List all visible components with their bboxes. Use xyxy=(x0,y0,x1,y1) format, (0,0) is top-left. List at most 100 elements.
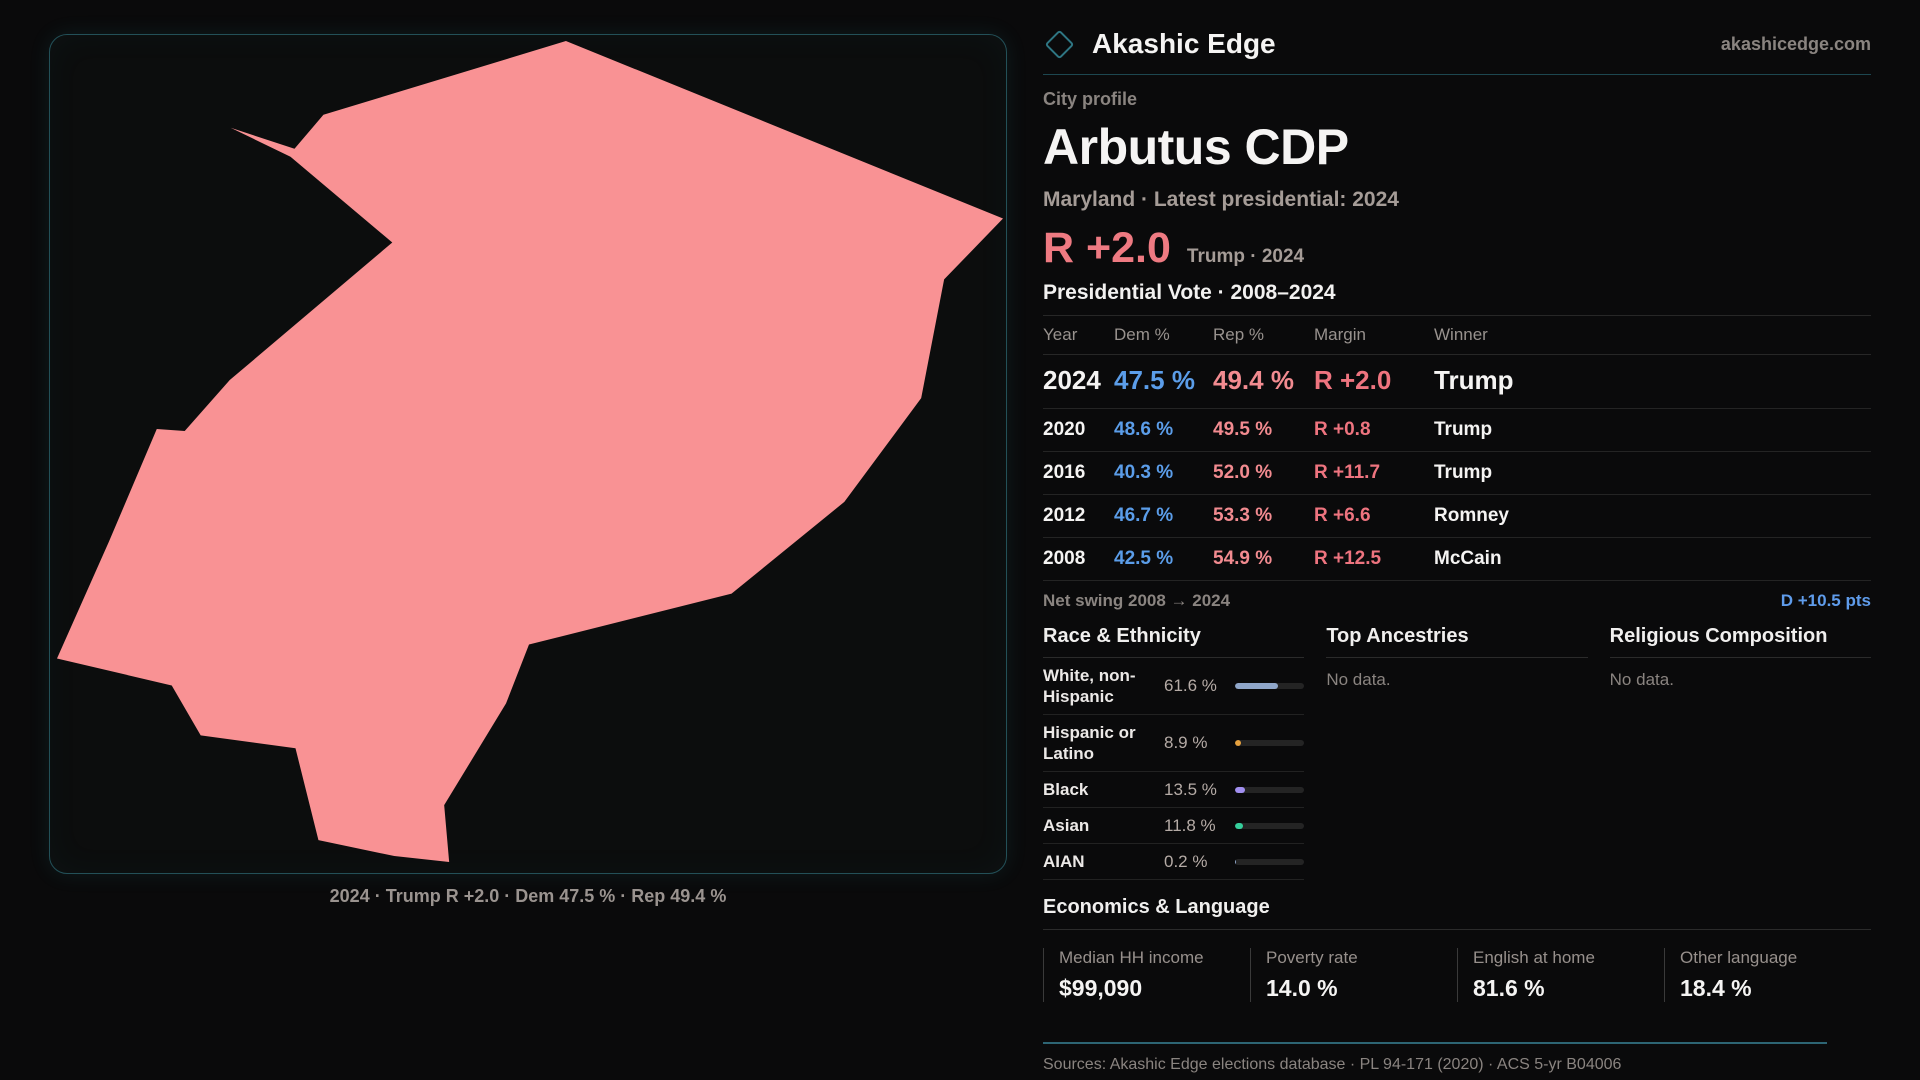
cell-dem: 42.5 % xyxy=(1114,548,1174,569)
cell-margin: R +6.6 xyxy=(1314,505,1371,526)
cell-year: 2020 xyxy=(1043,419,1086,440)
page-kicker: City profile xyxy=(1043,89,1138,109)
profile-panel: Akashic Edge akashicedge.com City profil… xyxy=(1043,0,1871,1080)
cell-margin: R +11.7 xyxy=(1314,462,1381,483)
list-item: Asian 11.8 % xyxy=(1043,808,1305,844)
table-row: 2012 46.7 % 53.3 % R +6.6 Romney xyxy=(1043,495,1871,538)
list-item: Hispanic or Latino 8.9 % xyxy=(1043,715,1305,772)
cell-dem: 47.5 % xyxy=(1114,365,1195,395)
page-title: Arbutus CDP xyxy=(1043,119,1349,175)
stat-english-at-home: English at home 81.6 % xyxy=(1457,948,1664,1002)
headline-margin-block: R +2.0 Trump · 2024 xyxy=(1043,224,1871,273)
stat-label: Poverty rate xyxy=(1266,948,1358,967)
list-item: White, non-Hispanic 61.6 % xyxy=(1043,658,1305,715)
stat-value: $99,090 xyxy=(1059,975,1143,1001)
race-value: 13.5 % xyxy=(1164,779,1217,799)
cell-year: 2024 xyxy=(1043,365,1101,395)
cell-year: 2008 xyxy=(1043,548,1086,569)
race-section-title: Race & Ethnicity xyxy=(1043,625,1305,658)
race-bar-fill xyxy=(1235,683,1278,689)
race-bar xyxy=(1235,740,1305,746)
cell-rep: 49.5 % xyxy=(1213,419,1273,440)
cell-winner: Romney xyxy=(1434,505,1509,526)
religion-section-title: Religious Composition xyxy=(1609,625,1871,658)
economics-section-title: Economics & Language xyxy=(1043,896,1871,930)
religious-composition-section: Religious Composition No data. xyxy=(1609,625,1871,880)
map-caption: 2024 · Trump R +2.0 · Dem 47.5 % · Rep 4… xyxy=(329,886,727,906)
race-label: Hispanic or Latino xyxy=(1043,723,1136,763)
col-margin: Margin xyxy=(1314,325,1366,344)
net-swing-row: Net swing 2008 → 2024 D +10.5 pts xyxy=(1043,591,1871,611)
race-value: 61.6 % xyxy=(1164,676,1217,695)
page-footer: Sources: Akashic Edge elections database… xyxy=(1043,1042,1827,1080)
col-winner: Winner xyxy=(1434,325,1488,344)
cell-rep: 53.3 % xyxy=(1213,505,1273,526)
list-item: AIAN 0.2 % xyxy=(1043,844,1305,880)
ancestries-empty-state: No data. xyxy=(1326,670,1391,689)
race-bar xyxy=(1235,786,1305,793)
col-year: Year xyxy=(1043,325,1078,344)
site-header: Akashic Edge akashicedge.com xyxy=(1043,28,1871,75)
sources-text: Sources: Akashic Edge elections database… xyxy=(1043,1056,1622,1073)
stat-poverty-rate: Poverty rate 14.0 % xyxy=(1250,948,1457,1002)
cell-rep: 54.9 % xyxy=(1213,548,1273,569)
stat-value: 81.6 % xyxy=(1473,975,1545,1001)
stat-other-language: Other language 18.4 % xyxy=(1664,948,1871,1002)
site-domain-link[interactable]: akashicedge.com xyxy=(1720,33,1871,54)
ancestries-section-title: Top Ancestries xyxy=(1326,625,1588,658)
religion-empty-state: No data. xyxy=(1609,670,1674,689)
race-bar-fill xyxy=(1235,740,1242,746)
brand-name: Akashic Edge xyxy=(1092,28,1276,59)
vote-table-title: Presidential Vote · 2008–2024 xyxy=(1043,281,1871,316)
cell-winner: Trump xyxy=(1434,419,1493,440)
table-row: 2020 48.6 % 49.5 % R +0.8 Trump xyxy=(1043,409,1871,452)
diamond-logo-icon xyxy=(1044,29,1075,59)
demographics-sections: Race & Ethnicity White, non-Hispanic 61.… xyxy=(1043,625,1871,880)
headline-margin-note: Trump · 2024 xyxy=(1186,246,1305,267)
stat-value: 18.4 % xyxy=(1680,975,1752,1001)
race-bar-fill xyxy=(1235,786,1245,793)
stat-label: Median HH income xyxy=(1059,948,1204,967)
economics-stats: Median HH income $99,090 Poverty rate 14… xyxy=(1043,948,1871,1002)
city-boundary-shape xyxy=(56,40,1004,863)
cell-winner: McCain xyxy=(1434,548,1502,569)
cell-dem: 46.7 % xyxy=(1114,505,1174,526)
cell-year: 2016 xyxy=(1043,462,1086,483)
cell-winner: Trump xyxy=(1434,365,1514,395)
vote-table-header: Year Dem % Rep % Margin Winner xyxy=(1043,316,1871,355)
race-bar xyxy=(1235,683,1305,689)
cell-rep: 52.0 % xyxy=(1213,462,1273,483)
race-value: 0.2 % xyxy=(1164,851,1208,871)
race-value: 11.8 % xyxy=(1164,815,1216,835)
city-map-panel xyxy=(49,34,1007,874)
race-label: Black xyxy=(1043,780,1089,799)
brand: Akashic Edge xyxy=(1043,28,1276,60)
cell-margin: R +2.0 xyxy=(1314,365,1392,395)
list-item: Black 13.5 % xyxy=(1043,772,1305,808)
city-map-svg xyxy=(56,40,1004,863)
table-row: 2008 42.5 % 54.9 % R +12.5 McCain xyxy=(1043,538,1871,581)
stat-median-income: Median HH income $99,090 xyxy=(1043,948,1250,1002)
cell-margin: R +0.8 xyxy=(1314,419,1371,440)
table-row: 2024 47.5 % 49.4 % R +2.0 Trump xyxy=(1043,355,1871,409)
race-label: AIAN xyxy=(1043,852,1085,871)
cell-dem: 48.6 % xyxy=(1114,419,1174,440)
stat-label: English at home xyxy=(1473,948,1595,967)
race-label: White, non-Hispanic xyxy=(1043,666,1136,706)
headline-margin-value: R +2.0 xyxy=(1043,224,1171,272)
col-dem: Dem % xyxy=(1114,325,1170,344)
cell-margin: R +12.5 xyxy=(1314,548,1382,569)
table-row: 2016 40.3 % 52.0 % R +11.7 Trump xyxy=(1043,452,1871,495)
col-rep: Rep % xyxy=(1213,325,1265,344)
race-bar xyxy=(1235,822,1305,829)
stat-value: 14.0 % xyxy=(1266,975,1338,1001)
race-bar xyxy=(1235,858,1305,865)
net-swing-value: D +10.5 pts xyxy=(1780,591,1871,610)
net-swing-label: Net swing 2008 → 2024 xyxy=(1043,591,1231,610)
cell-year: 2012 xyxy=(1043,505,1086,526)
cell-dem: 40.3 % xyxy=(1114,462,1174,483)
race-ethnicity-section: Race & Ethnicity White, non-Hispanic 61.… xyxy=(1043,625,1305,880)
race-value: 8.9 % xyxy=(1164,733,1208,752)
page-subtitle: Maryland · Latest presidential: 2024 xyxy=(1043,188,1399,211)
